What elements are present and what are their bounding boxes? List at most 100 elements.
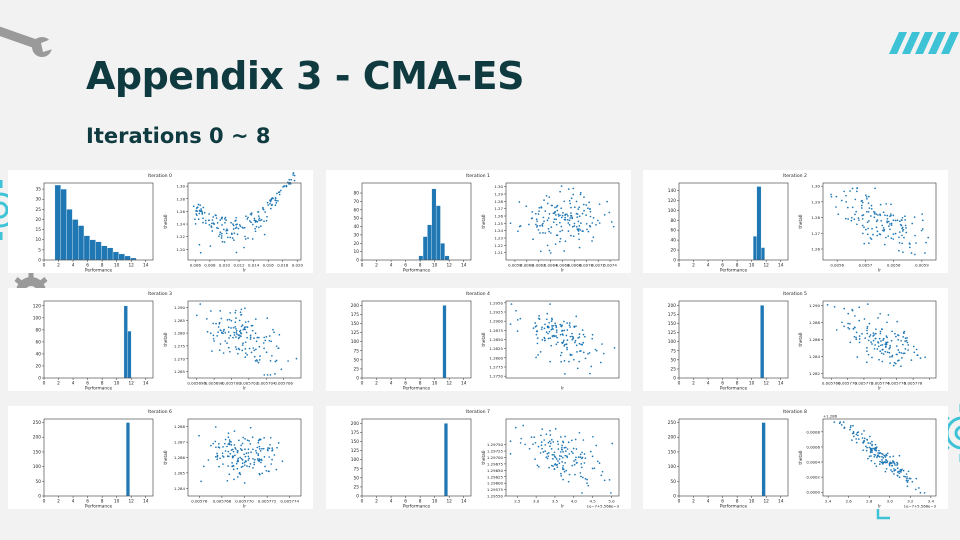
chart-svg: Iteration 60 2 4 6 8 10 12 14050100150200250Per… [33, 409, 302, 510]
scatter-point [534, 441, 537, 444]
scatter-point [251, 436, 254, 439]
scatter-point [220, 232, 223, 235]
scatter-point [565, 334, 568, 337]
scatter-point [874, 337, 877, 340]
y-tick-label: 100 [668, 208, 676, 214]
scatter-point [578, 228, 580, 230]
scatter-point [561, 461, 563, 463]
x-tick-label: 10 [432, 381, 438, 387]
y-tick-label: 1.29 [811, 199, 820, 204]
scatter-point [237, 457, 240, 460]
scatter-point [543, 220, 545, 223]
scatter-point [894, 232, 897, 235]
scatter-point [210, 225, 213, 227]
scatter-point [573, 463, 576, 466]
scatter-point [564, 240, 567, 243]
scatter-point [551, 317, 553, 320]
scatter-point [898, 351, 901, 354]
wrench-icon [0, 26, 56, 57]
x-tick-label: 14 [461, 499, 467, 505]
scatter-point [541, 224, 543, 226]
scatter-point [250, 212, 253, 214]
x-tick-label: 8 [101, 381, 104, 387]
scatter-point [579, 453, 582, 456]
scatter-point [236, 451, 239, 454]
scatter-point [905, 231, 908, 234]
scatter-point [293, 179, 296, 182]
scatter-point [557, 460, 559, 462]
scatter-point [205, 317, 208, 320]
scatter-point [896, 219, 899, 222]
scatter-point [199, 204, 202, 206]
scatter-point [242, 436, 244, 439]
scatter-point [555, 458, 558, 460]
scatter-point [557, 215, 560, 217]
scatter-point [874, 332, 877, 335]
scatter-point [587, 207, 589, 210]
scatter-point [852, 328, 855, 330]
scatter-point [911, 480, 914, 483]
scatter-point [585, 214, 587, 216]
y-tick-label: 30 [354, 232, 360, 238]
scatter-point [535, 333, 538, 336]
x-tick-label: 0 [361, 263, 364, 269]
scatter-point [198, 243, 201, 246]
scatter-point [861, 332, 863, 335]
scatter-point [566, 215, 569, 217]
scatter-point [587, 353, 589, 355]
scatter-point [580, 475, 582, 478]
scatter-point [265, 469, 268, 472]
scatter-point [558, 458, 561, 460]
scatter-point [852, 431, 855, 433]
scatter-point [563, 250, 566, 252]
scatter-point [573, 460, 575, 462]
y-tick-label: 1.21 [494, 250, 503, 255]
scatter-point [564, 446, 567, 449]
y-tick-label: 125 [668, 330, 676, 336]
scatter-point [201, 210, 203, 213]
scatter-point [231, 456, 234, 458]
scatter-point [194, 218, 196, 221]
scatter-point [266, 201, 269, 204]
corner-bracket [876, 508, 890, 520]
scatter-point [901, 230, 904, 232]
scatter-point [858, 338, 861, 340]
scatter-point [215, 217, 218, 219]
scatter-point [549, 303, 551, 305]
scatter-point [569, 214, 572, 217]
x-tick-label: 2 [375, 499, 378, 505]
scatter-point [271, 458, 273, 461]
scatter-point [884, 214, 886, 217]
scatter-point [537, 213, 540, 215]
scatter-point [516, 319, 519, 321]
scatter-point [549, 429, 551, 432]
scatter-point [216, 222, 219, 224]
scatter-point [861, 437, 864, 439]
scatter-point [229, 440, 231, 443]
scatter-point [559, 190, 561, 193]
scatter-point [252, 457, 254, 460]
y-tick-label: 175 [351, 430, 359, 436]
chart-panel: Iteration 3 0 2 4 6 8 10 12 14 0 20 40 60 80 100 120 Per… [8, 288, 313, 391]
x-axis-label: lr [243, 504, 246, 510]
scatter-point [250, 451, 252, 454]
x-tick-label: 0.020 [292, 263, 304, 268]
scatter-point [906, 477, 908, 480]
x-tick-label: 4 [707, 499, 710, 505]
scatter-point [888, 225, 890, 227]
scatter-point [255, 348, 257, 351]
scatter-point [571, 332, 573, 335]
scatter-point [580, 222, 582, 224]
scatter-point [592, 236, 595, 239]
scatter-point [258, 345, 261, 348]
scatter-point [854, 315, 856, 317]
scatter-point [546, 326, 549, 329]
scatter-point [238, 334, 241, 337]
scatter-point [853, 218, 856, 221]
scatter-point [886, 452, 889, 455]
scatter-point [894, 362, 897, 365]
scatter-point [236, 450, 239, 452]
x-tick-label: 2.5 [514, 499, 521, 504]
scatter-point [519, 225, 522, 227]
x-tick-label: 10 [114, 263, 120, 269]
